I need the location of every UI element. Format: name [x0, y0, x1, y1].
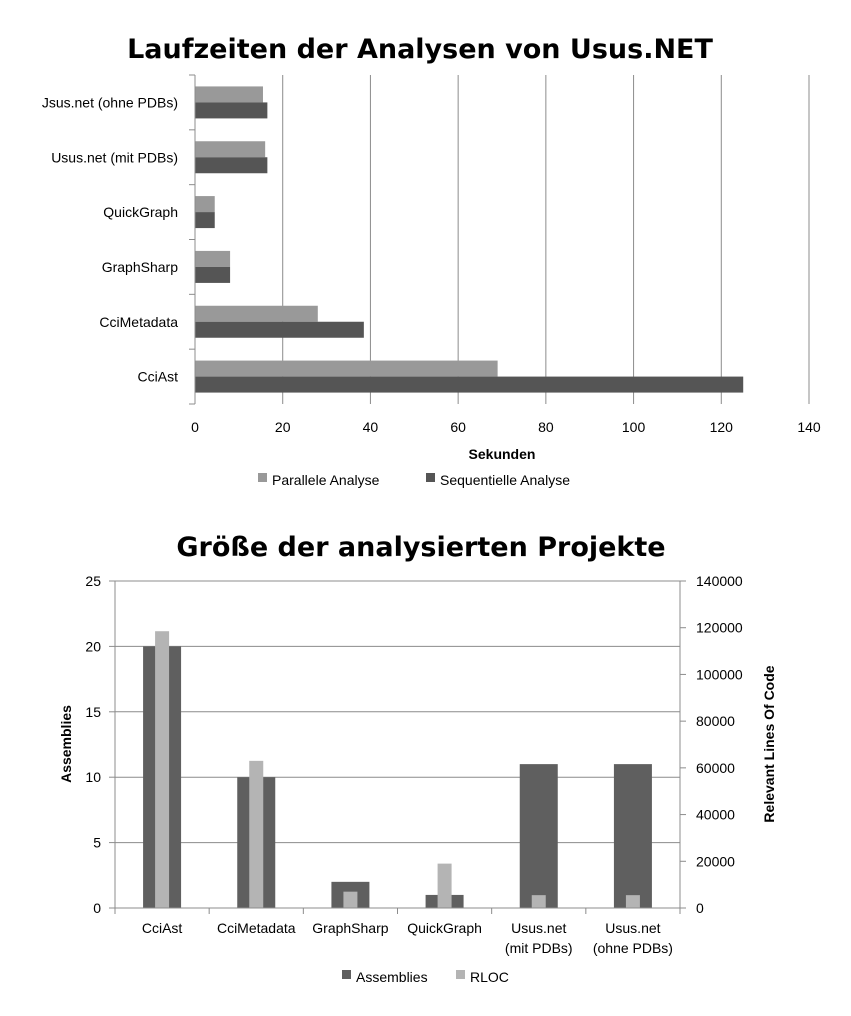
chart2-left-tick-label: 20 [85, 638, 101, 654]
chart2-legend-label: RLOC [470, 969, 509, 985]
chart1-bar [195, 250, 231, 267]
chart1-category-label: GraphSharp [102, 259, 178, 275]
chart2-right-tick-label: 20000 [696, 853, 735, 869]
chart2-left-tick-label: 15 [85, 704, 101, 720]
chart2-legend-swatch [342, 970, 351, 979]
chart1-x-tick-label: 60 [450, 419, 466, 435]
chart1-x-axis-title: Sekunden [469, 446, 536, 462]
chart2-category-label: CciAst [142, 920, 183, 936]
chart2-title: Größe der analysierten Projekte [176, 532, 665, 563]
chart2-right-tick-label: 140000 [696, 573, 743, 589]
chart2-category-label: GraphSharp [312, 920, 388, 936]
chart2-right-tick-label: 60000 [696, 760, 735, 776]
chart1-x-tick-label: 80 [538, 419, 554, 435]
chart1-x-tick-label: 0 [191, 419, 199, 435]
chart2-bar-rloc [249, 760, 264, 908]
chart1-legend-swatch [426, 473, 435, 482]
chart1-category-label: Jsus.net (ohne PDBs) [42, 94, 178, 110]
chart2-right-axis-title: Relevant Lines Of Code [761, 665, 777, 822]
chart1-legend-label: Sequentielle Analyse [440, 472, 570, 488]
chart2-right-tick-label: 100000 [696, 666, 743, 682]
chart2-bar-rloc [437, 863, 452, 908]
chart1-x-tick-label: 40 [363, 419, 379, 435]
chart2-left-tick-label: 0 [93, 900, 101, 916]
chart2-category-label: (ohne PDBs) [593, 940, 673, 956]
chart1-bar [195, 321, 364, 338]
chart2-category-label: QuickGraph [407, 920, 482, 936]
chart1-x-tick-label: 120 [710, 419, 734, 435]
chart2-right-tick-label: 80000 [696, 713, 735, 729]
chart1-bar [195, 266, 231, 283]
chart2-category-label: (mit PDBs) [505, 940, 573, 956]
chart2-bar-rloc [531, 895, 546, 908]
chart1-x-tick-label: 20 [275, 419, 291, 435]
chart2-bar-assemblies [613, 764, 652, 908]
chart2-left-tick-label: 10 [85, 769, 101, 785]
chart1-x-tick-label: 100 [622, 419, 646, 435]
chart2-bar-rloc [343, 891, 358, 908]
chart1-legend-label: Parallele Analyse [272, 472, 380, 488]
chart2-bar-rloc [625, 895, 640, 908]
chart2-left-tick-label: 25 [85, 573, 101, 589]
chart2-legend-label: Assemblies [356, 969, 428, 985]
chart1-bar [195, 212, 215, 229]
chart2-right-tick-label: 120000 [696, 620, 743, 636]
chart1-bar [195, 196, 215, 213]
chart2-left-axis-title: Assemblies [58, 705, 74, 783]
chart2-right-tick-label: 0 [696, 900, 704, 916]
chart1-bar [195, 360, 498, 377]
chart1-title: Laufzeiten der Analysen von Usus.NET [127, 34, 713, 65]
chart2-legend-swatch [456, 970, 465, 979]
chart2-category-label: Usus.net [605, 920, 660, 936]
chart1-x-tick-label: 140 [797, 419, 821, 435]
chart1-bar [195, 376, 744, 393]
chart1-category-label: CciAst [138, 369, 179, 385]
chart2-left-tick-label: 5 [93, 835, 101, 851]
chart2-category-label: Usus.net [511, 920, 566, 936]
chart2-right-tick-label: 40000 [696, 807, 735, 823]
chart1-bar [195, 305, 318, 322]
chart2-bar-rloc [155, 631, 170, 908]
chart1-legend-swatch [258, 473, 267, 482]
chart1-bar [195, 157, 268, 174]
chart1-bar [195, 102, 268, 119]
chart1-category-label: QuickGraph [103, 204, 178, 220]
chart1-bar [195, 141, 266, 158]
chart2-category-label: CciMetadata [217, 920, 296, 936]
chart2-bar-assemblies [519, 764, 558, 908]
chart1-category-label: Usus.net (mit PDBs) [51, 149, 178, 165]
runtime-chart: Laufzeiten der Analysen von Usus.NET 0 20… [42, 34, 821, 488]
chart1-category-label: CciMetadata [99, 314, 178, 330]
chart1-bar [195, 86, 263, 103]
